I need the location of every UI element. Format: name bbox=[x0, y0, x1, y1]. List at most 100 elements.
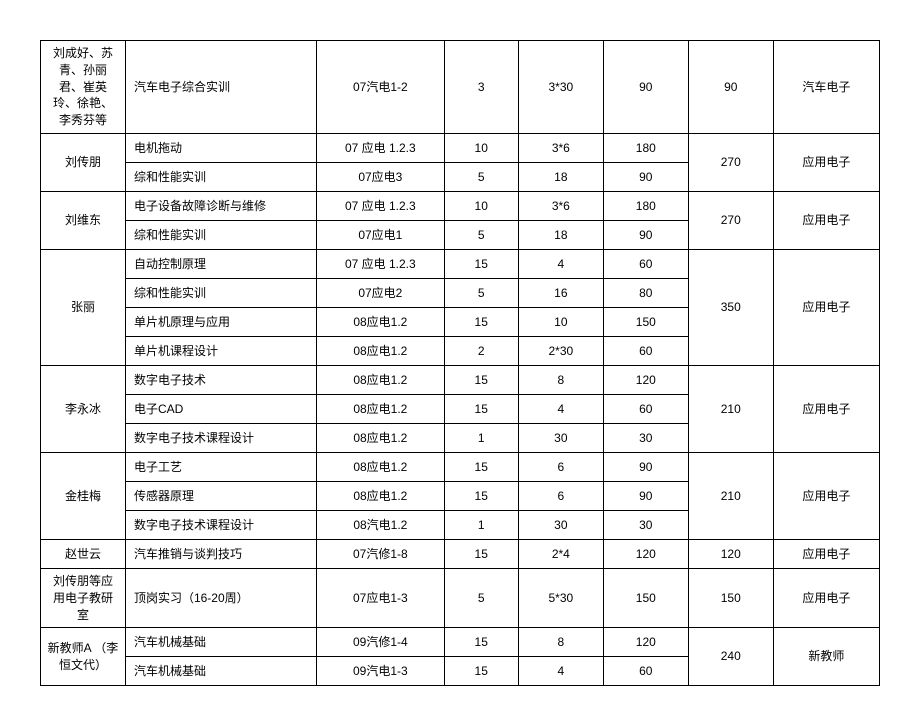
table-cell: 汽车机械基础 bbox=[125, 657, 316, 686]
table-cell: 4 bbox=[518, 394, 603, 423]
table-cell: 传感器原理 bbox=[125, 481, 316, 510]
table-cell: 8 bbox=[518, 365, 603, 394]
table-cell: 李永冰 bbox=[41, 365, 126, 452]
table-row: 新教师A （李恒文代）汽车机械基础09汽修1-4158120240新教师 bbox=[41, 628, 880, 657]
table-cell: 6 bbox=[518, 481, 603, 510]
table-cell: 汽车推销与谈判技巧 bbox=[125, 539, 316, 568]
table-cell: 150 bbox=[688, 568, 773, 627]
table-cell: 3*6 bbox=[518, 191, 603, 220]
table-cell: 1 bbox=[444, 423, 518, 452]
table-cell: 单片机原理与应用 bbox=[125, 307, 316, 336]
table-cell: 15 bbox=[444, 628, 518, 657]
table-cell: 应用电子 bbox=[773, 191, 879, 249]
table-cell: 数字电子技术 bbox=[125, 365, 316, 394]
table-cell: 07应电3 bbox=[317, 162, 444, 191]
table-cell: 270 bbox=[688, 191, 773, 249]
table-cell: 综和性能实训 bbox=[125, 162, 316, 191]
table-cell: 120 bbox=[603, 539, 688, 568]
table-cell: 60 bbox=[603, 394, 688, 423]
table-cell: 90 bbox=[688, 41, 773, 134]
table-row: 刘维东电子设备故障诊断与维修07 应电 1.2.3103*6180270应用电子 bbox=[41, 191, 880, 220]
table-cell: 08应电1.2 bbox=[317, 307, 444, 336]
table-cell: 5 bbox=[444, 220, 518, 249]
table-cell: 5 bbox=[444, 568, 518, 627]
table-cell: 新教师 bbox=[773, 628, 879, 686]
table-cell: 60 bbox=[603, 336, 688, 365]
table-cell: 18 bbox=[518, 162, 603, 191]
table-cell: 10 bbox=[444, 191, 518, 220]
table-cell: 07汽修1-8 bbox=[317, 539, 444, 568]
table-cell: 金桂梅 bbox=[41, 452, 126, 539]
table-cell: 3 bbox=[444, 41, 518, 134]
table-cell: 应用电子 bbox=[773, 249, 879, 365]
table-cell: 270 bbox=[688, 133, 773, 191]
table-cell: 120 bbox=[688, 539, 773, 568]
table-cell: 电机拖动 bbox=[125, 133, 316, 162]
table-cell: 刘维东 bbox=[41, 191, 126, 249]
table-cell: 4 bbox=[518, 657, 603, 686]
table-cell: 汽车电子 bbox=[773, 41, 879, 134]
table-cell: 数字电子技术课程设计 bbox=[125, 510, 316, 539]
table-cell: 单片机课程设计 bbox=[125, 336, 316, 365]
table-cell: 90 bbox=[603, 452, 688, 481]
table-cell: 3*6 bbox=[518, 133, 603, 162]
table-row: 刘传朋等应用电子教研室顶岗实习（16-20周）07应电1-355*3015015… bbox=[41, 568, 880, 627]
table-cell: 90 bbox=[603, 162, 688, 191]
table-cell: 09汽修1-4 bbox=[317, 628, 444, 657]
table-cell: 5 bbox=[444, 162, 518, 191]
table-cell: 6 bbox=[518, 452, 603, 481]
table-cell: 电子设备故障诊断与维修 bbox=[125, 191, 316, 220]
table-row: 刘传朋电机拖动07 应电 1.2.3103*6180270应用电子 bbox=[41, 133, 880, 162]
table-cell: 刘传朋 bbox=[41, 133, 126, 191]
table-cell: 07 应电 1.2.3 bbox=[317, 191, 444, 220]
table-cell: 18 bbox=[518, 220, 603, 249]
table-cell: 5 bbox=[444, 278, 518, 307]
table-cell: 30 bbox=[603, 510, 688, 539]
table-cell: 08应电1.2 bbox=[317, 365, 444, 394]
table-cell: 综和性能实训 bbox=[125, 220, 316, 249]
table-cell: 60 bbox=[603, 249, 688, 278]
table-cell: 新教师A （李恒文代） bbox=[41, 628, 126, 686]
table-cell: 10 bbox=[444, 133, 518, 162]
table-cell: 电子CAD bbox=[125, 394, 316, 423]
table-cell: 80 bbox=[603, 278, 688, 307]
table-cell: 应用电子 bbox=[773, 539, 879, 568]
table-cell: 08应电1.2 bbox=[317, 423, 444, 452]
table-cell: 60 bbox=[603, 657, 688, 686]
table-cell: 90 bbox=[603, 41, 688, 134]
table-cell: 08应电1.2 bbox=[317, 452, 444, 481]
table-cell: 数字电子技术课程设计 bbox=[125, 423, 316, 452]
table-cell: 150 bbox=[603, 568, 688, 627]
table-cell: 顶岗实习（16-20周） bbox=[125, 568, 316, 627]
table-cell: 综和性能实训 bbox=[125, 278, 316, 307]
table-cell: 刘传朋等应用电子教研室 bbox=[41, 568, 126, 627]
table-cell: 15 bbox=[444, 307, 518, 336]
table-cell: 10 bbox=[518, 307, 603, 336]
table-cell: 07 应电 1.2.3 bbox=[317, 249, 444, 278]
table-cell: 16 bbox=[518, 278, 603, 307]
table-cell: 汽车电子综合实训 bbox=[125, 41, 316, 134]
course-table: 刘成好、苏青、孙丽君、崔英玲、徐艳、李秀芬等汽车电子综合实训07汽电1-233*… bbox=[40, 40, 880, 686]
table-cell: 07应电1 bbox=[317, 220, 444, 249]
table-cell: 应用电子 bbox=[773, 568, 879, 627]
table-cell: 08应电1.2 bbox=[317, 336, 444, 365]
table-cell: 5*30 bbox=[518, 568, 603, 627]
table-row: 金桂梅电子工艺08应电1.215690210应用电子 bbox=[41, 452, 880, 481]
table-cell: 刘成好、苏青、孙丽君、崔英玲、徐艳、李秀芬等 bbox=[41, 41, 126, 134]
table-cell: 210 bbox=[688, 365, 773, 452]
table-row: 张丽自动控制原理07 应电 1.2.315460350应用电子 bbox=[41, 249, 880, 278]
table-cell: 120 bbox=[603, 628, 688, 657]
table-row: 刘成好、苏青、孙丽君、崔英玲、徐艳、李秀芬等汽车电子综合实训07汽电1-233*… bbox=[41, 41, 880, 134]
table-cell: 07应电2 bbox=[317, 278, 444, 307]
table-row: 赵世云汽车推销与谈判技巧07汽修1-8152*4120120应用电子 bbox=[41, 539, 880, 568]
table-cell: 07应电1-3 bbox=[317, 568, 444, 627]
table-cell: 30 bbox=[518, 510, 603, 539]
table-cell: 应用电子 bbox=[773, 365, 879, 452]
table-cell: 210 bbox=[688, 452, 773, 539]
table-cell: 09汽电1-3 bbox=[317, 657, 444, 686]
table-cell: 08汽电1.2 bbox=[317, 510, 444, 539]
table-cell: 15 bbox=[444, 539, 518, 568]
table-cell: 2*4 bbox=[518, 539, 603, 568]
table-cell: 4 bbox=[518, 249, 603, 278]
table-cell: 240 bbox=[688, 628, 773, 686]
